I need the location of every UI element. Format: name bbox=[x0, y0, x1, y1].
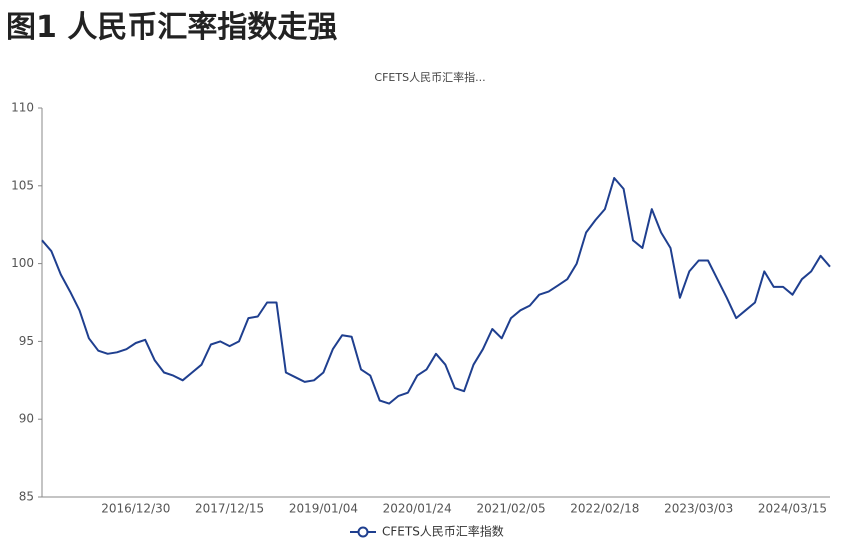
y-tick-label: 90 bbox=[19, 412, 34, 426]
legend-label: CFETS人民币汇率指数 bbox=[382, 524, 504, 539]
x-tick-label: 2023/03/03 bbox=[664, 502, 733, 516]
data-line bbox=[41, 177, 831, 405]
x-tick-label: 2019/01/04 bbox=[289, 502, 358, 516]
chart-subtitle: CFETS人民币汇率指... bbox=[374, 70, 485, 84]
y-tick-label: 100 bbox=[11, 256, 34, 270]
y-tick-label: 105 bbox=[11, 178, 34, 192]
x-tick-label: 2016/12/30 bbox=[101, 502, 170, 516]
y-tick-label: 85 bbox=[19, 490, 34, 504]
legend-marker bbox=[357, 526, 369, 538]
y-tick-label: 110 bbox=[11, 101, 34, 115]
x-tick-label: 2017/12/15 bbox=[195, 502, 264, 516]
x-tick-label: 2021/02/05 bbox=[476, 502, 545, 516]
x-tick-label: 2022/02/18 bbox=[570, 502, 639, 516]
y-tick-label: 95 bbox=[19, 334, 34, 348]
x-tick-label: 2020/01/24 bbox=[383, 502, 452, 516]
page-title: 图1 人民币汇率指数走强 bbox=[6, 10, 338, 45]
x-tick-label: 2024/03/15 bbox=[758, 502, 827, 516]
